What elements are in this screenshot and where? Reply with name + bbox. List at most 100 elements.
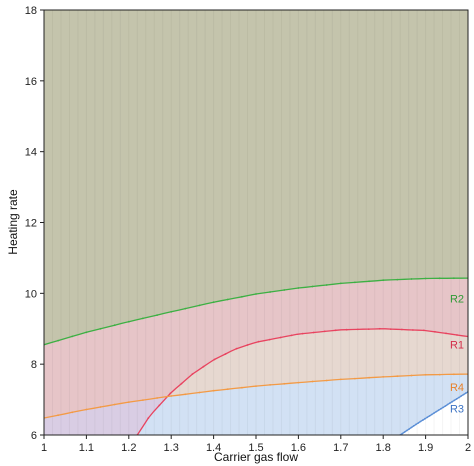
curve-point-r2 <box>311 285 314 288</box>
curve-point-r1 <box>312 331 315 334</box>
curve-point-r1 <box>169 392 172 395</box>
curve-point-r1 <box>378 327 381 330</box>
region-label-r2: R2 <box>450 294 464 306</box>
curve-point-r3 <box>453 399 456 402</box>
curve-point-r3 <box>446 403 449 406</box>
curve-point-r4 <box>142 399 144 401</box>
curve-point-r4 <box>382 376 385 378</box>
curve-point-r2 <box>156 314 159 316</box>
curve-point-r2 <box>212 301 215 304</box>
curve-point-r3 <box>437 409 440 412</box>
curve-point-r1 <box>191 373 194 375</box>
curve-point-r1 <box>268 338 271 341</box>
region-label-r1: R1 <box>450 340 464 352</box>
curve-point-r3 <box>410 426 413 429</box>
x-axis-title: Carrier gas flow <box>214 450 298 464</box>
curve-point-r4 <box>297 381 300 384</box>
curve-point-r2 <box>113 324 116 327</box>
curve-point-r1 <box>356 328 359 331</box>
x-axis: 1 1.1 1.2 1.3 1.4 1.5 1.6 1.7 1.8 1.9 2 <box>41 435 471 454</box>
curve-point-r2 <box>396 278 399 281</box>
curve-point-r2 <box>283 289 286 291</box>
curve-point-r4 <box>438 373 441 376</box>
curve-point-r1 <box>224 353 227 355</box>
x-tick-label: 1.4 <box>206 442 221 454</box>
y-axis-title: Heating rate <box>6 189 20 255</box>
curve-point-r2 <box>410 278 413 280</box>
x-tick-label: 1.6 <box>291 442 306 454</box>
x-tick-label: 2 <box>465 442 471 454</box>
curve-point-r1 <box>158 404 161 407</box>
curve-point-r2 <box>438 277 441 280</box>
curve-point-r3 <box>415 423 417 426</box>
curve-point-r4 <box>424 373 427 376</box>
curve-point-r2 <box>57 339 59 342</box>
y-tick-label: 12 <box>25 218 37 230</box>
curve-point-r1 <box>180 382 183 385</box>
y-tick-label: 18 <box>25 5 37 17</box>
curve-point-r1 <box>323 330 326 333</box>
curve-point-r4 <box>311 380 314 383</box>
curve-point-r1 <box>246 344 249 346</box>
curve-point-r4 <box>368 376 370 379</box>
curve-point-r1 <box>389 328 392 330</box>
curve-point-r3 <box>464 392 467 395</box>
curve-point-r3 <box>426 416 429 419</box>
curve-point-r3 <box>460 395 463 397</box>
curve-point-r2 <box>170 310 173 313</box>
curve-point-r1 <box>301 332 304 335</box>
curve-point-r2 <box>226 298 229 301</box>
curve-point-r4 <box>170 395 173 397</box>
curve-point-r3 <box>406 429 408 432</box>
vertical-stripes <box>51 10 461 435</box>
curve-point-r2 <box>255 293 257 295</box>
curve-point-r3 <box>424 417 426 420</box>
x-tick-label: 1.2 <box>121 442 136 454</box>
region-label-r3: R3 <box>450 403 464 415</box>
curve-point-r1 <box>257 340 260 343</box>
curve-point-r2 <box>339 282 342 285</box>
x-tick-label: 1 <box>41 442 47 454</box>
curve-point-r1 <box>279 336 282 339</box>
curve-point-r3 <box>417 422 420 424</box>
curve-point-r4 <box>212 389 215 392</box>
curve-point-r4 <box>127 401 130 403</box>
curve-point-r4 <box>325 379 328 382</box>
curve-point-r4 <box>269 384 271 386</box>
curve-point-r2 <box>71 335 74 338</box>
curve-point-r2 <box>85 331 88 334</box>
curve-point-r3 <box>458 396 460 399</box>
curve-point-r1 <box>147 417 150 419</box>
curve-point-r1 <box>367 328 370 330</box>
curve-point-r3 <box>401 432 404 435</box>
curve-point-r1 <box>456 334 458 336</box>
curve-point-r1 <box>334 329 337 332</box>
curve-point-r4 <box>396 375 399 378</box>
y-tick-label: 14 <box>25 147 37 159</box>
curve-point-r4 <box>198 391 201 394</box>
x-tick-label: 1.7 <box>333 442 348 454</box>
region-r4-fill <box>44 374 468 435</box>
y-tick-label: 10 <box>25 288 37 300</box>
curve-point-r4 <box>85 408 88 411</box>
curve-point-r2 <box>269 291 271 293</box>
curve-point-r4 <box>241 386 243 389</box>
curve-point-r3 <box>403 431 406 433</box>
curve-point-r4 <box>156 397 159 399</box>
curve-point-r1 <box>423 329 425 332</box>
curve-point-r2 <box>297 287 300 289</box>
curve-point-r4 <box>339 378 342 381</box>
region-labels: R2 R1 R4 R3 <box>450 294 464 416</box>
curve-point-r1 <box>445 332 447 335</box>
curve-point-r2 <box>198 304 201 307</box>
curve-point-r2 <box>368 280 370 283</box>
curve-point-r4 <box>226 388 229 391</box>
curve-point-r1 <box>290 334 293 337</box>
curve-point-r1 <box>235 347 238 350</box>
curve-point-r3 <box>419 420 422 423</box>
curve-point-r4 <box>453 373 455 376</box>
curve-point-r4 <box>99 406 102 408</box>
curve-point-r3 <box>408 428 411 430</box>
x-tick-label: 1.1 <box>79 442 94 454</box>
